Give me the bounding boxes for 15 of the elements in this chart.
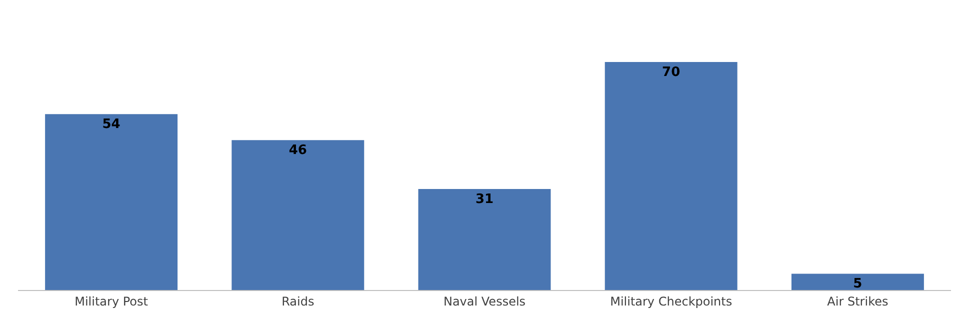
bar <box>418 189 551 290</box>
x-tick-label: Raids <box>282 294 314 308</box>
bar <box>232 140 364 290</box>
data-label: 54 <box>102 117 120 132</box>
x-tick-label: Naval Vessels <box>443 294 526 308</box>
data-label: 46 <box>288 143 307 158</box>
bar <box>791 274 924 290</box>
data-label: 5 <box>853 276 862 292</box>
x-tick-label: Military Checkpoints <box>610 294 732 308</box>
x-tick-label: Military Post <box>74 294 148 308</box>
bar <box>604 62 738 290</box>
data-label: 31 <box>475 192 494 208</box>
bar <box>45 114 178 290</box>
data-label: 70 <box>662 65 680 80</box>
x-tick-label: Air Strikes <box>827 294 888 308</box>
